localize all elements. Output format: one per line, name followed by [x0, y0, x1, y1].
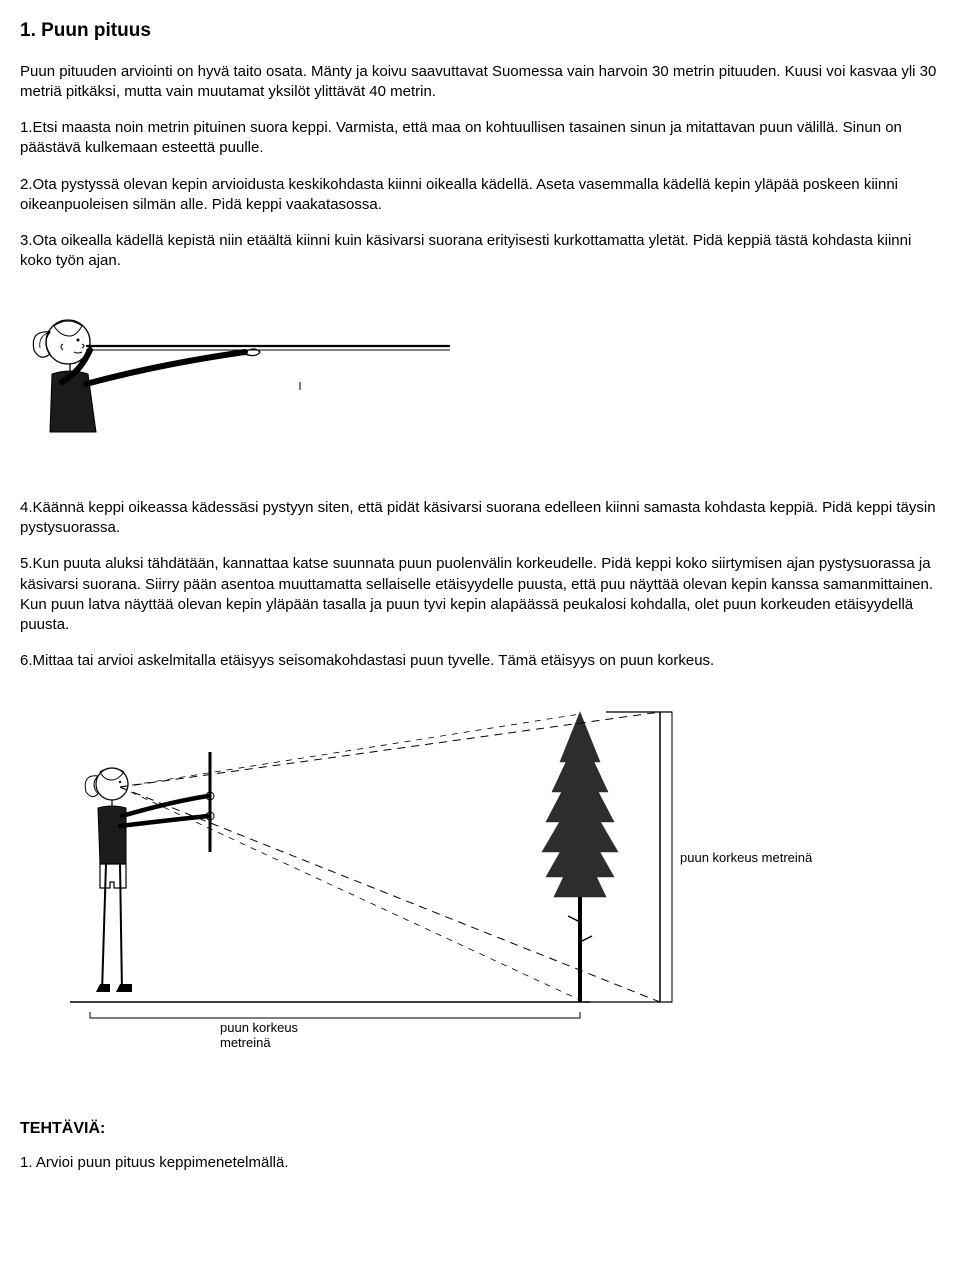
- tasks-heading: TEHTÄVIÄ:: [20, 1118, 940, 1140]
- step-2: 2.Ota pystyssä olevan kepin arvioidusta …: [20, 175, 940, 216]
- step-3: 3.Ota oikealla kädellä kepistä niin etää…: [20, 231, 940, 272]
- task-1: 1. Arvioi puun pituus keppimenetelmällä.: [20, 1153, 940, 1173]
- figure-stick-horizontal: [20, 292, 460, 462]
- step-5: 5.Kun puuta aluksi tähdätään, kannattaa …: [20, 554, 940, 635]
- label-bottom-2: metreinä: [220, 1035, 271, 1050]
- intro-paragraph: Puun pituuden arviointi on hyvä taito os…: [20, 62, 940, 103]
- step-4: 4.Käännä keppi oikeassa kädessäsi pystyy…: [20, 498, 940, 539]
- step-1: 1.Etsi maasta noin metrin pituinen suora…: [20, 118, 940, 159]
- step-6: 6.Mittaa tai arvioi askelmitalla etäisyy…: [20, 651, 940, 671]
- label-bottom-1: puun korkeus: [220, 1020, 299, 1035]
- figure-tree-sighting: puun korkeus metreinä puun korkeus metre…: [60, 692, 840, 1062]
- label-right: puun korkeus metreinä: [680, 850, 813, 865]
- page-title: 1. Puun pituus: [20, 18, 940, 44]
